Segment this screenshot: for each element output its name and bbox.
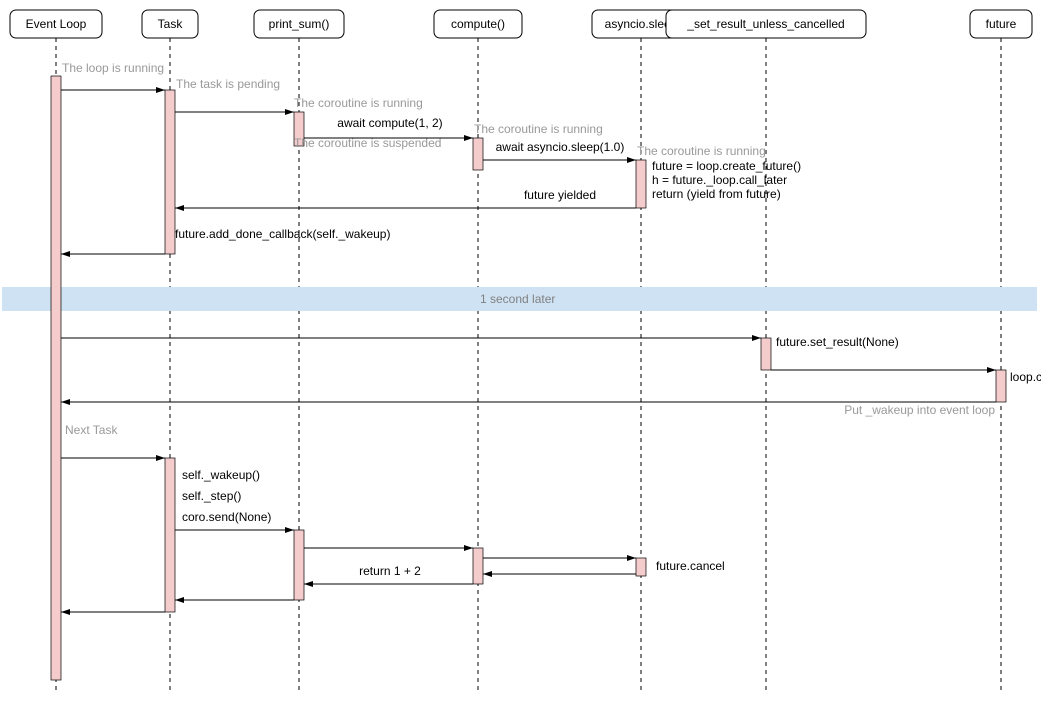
note-0: The loop is running	[62, 61, 164, 75]
side-text-5: self._step()	[182, 489, 241, 503]
activation-comp-9	[473, 548, 483, 584]
side-text-4: self._wakeup()	[182, 468, 260, 482]
arrow-label-14: return 1 + 2	[359, 564, 421, 578]
note-4: The coroutine is running	[474, 122, 603, 136]
participant-label-setres: _set_result_unless_cancelled	[686, 17, 844, 31]
arrow-label-3: await asyncio.sleep(1.0)	[496, 140, 625, 154]
side-text-1: h = future._loop.call_later	[652, 173, 787, 187]
activation-sleep-10	[636, 558, 646, 576]
note-1: The task is pending	[176, 77, 280, 91]
activation-comp-3	[473, 138, 483, 170]
activation-future-6	[996, 370, 1006, 402]
note-3: The coroutine is suspended	[294, 136, 441, 150]
note-2: The coroutine is running	[294, 96, 423, 110]
note-5: The coroutine is running	[637, 144, 766, 158]
activation-psum-8	[294, 530, 304, 600]
side-text-0: future = loop.create_future()	[652, 159, 801, 173]
side-text-3: loop.call_later	[1010, 370, 1041, 384]
activation-loop-0	[51, 76, 61, 680]
activation-task-1	[165, 90, 175, 254]
participant-label-psum: print_sum()	[269, 17, 330, 31]
arrow-label-7: future.set_result(None)	[776, 335, 899, 349]
side-text-6: future.cancel	[656, 559, 725, 573]
participant-label-task: Task	[158, 17, 184, 31]
side-text-2: return (yield from future)	[652, 187, 781, 201]
divider-label: 1 second later	[480, 292, 555, 306]
arrow-label-5: future.add_done_callback(self._wakeup)	[175, 227, 390, 241]
participant-label-future: future	[986, 17, 1017, 31]
activation-setres-5	[761, 338, 771, 370]
note-7: Next Task	[65, 423, 118, 437]
activation-sleep-4	[636, 160, 646, 208]
arrow-label-2: await compute(1, 2)	[337, 116, 442, 130]
arrow-label-10: coro.send(None)	[182, 510, 271, 524]
participant-label-loop: Event Loop	[26, 17, 87, 31]
participant-label-comp: compute()	[451, 17, 505, 31]
note-6: Put _wakeup into event loop	[844, 403, 995, 417]
activation-task-7	[165, 458, 175, 612]
arrow-label-4: future yielded	[524, 188, 596, 202]
